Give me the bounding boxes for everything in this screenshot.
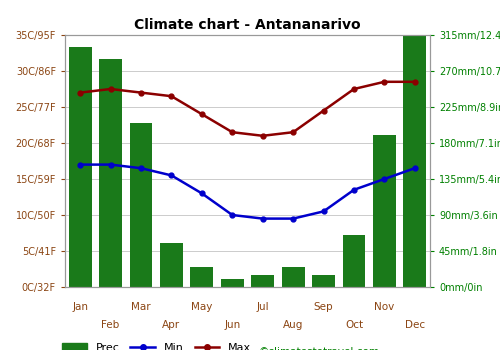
Bar bbox=[130, 123, 152, 287]
Bar bbox=[99, 59, 122, 287]
Text: Sep: Sep bbox=[314, 302, 334, 312]
Bar bbox=[282, 267, 304, 287]
Bar bbox=[312, 275, 335, 287]
Title: Climate chart - Antananarivo: Climate chart - Antananarivo bbox=[134, 19, 361, 33]
Bar bbox=[69, 47, 92, 287]
Bar bbox=[342, 235, 365, 287]
Text: Nov: Nov bbox=[374, 302, 394, 312]
Text: Feb: Feb bbox=[102, 320, 120, 330]
Bar bbox=[160, 243, 183, 287]
Bar bbox=[404, 31, 426, 287]
Text: Dec: Dec bbox=[404, 320, 425, 330]
Bar bbox=[373, 135, 396, 287]
Text: Aug: Aug bbox=[283, 320, 304, 330]
Text: Jul: Jul bbox=[256, 302, 269, 312]
Text: Jan: Jan bbox=[72, 302, 88, 312]
Text: Jun: Jun bbox=[224, 320, 240, 330]
Text: Oct: Oct bbox=[345, 320, 363, 330]
Text: May: May bbox=[191, 302, 212, 312]
Legend: Prec, Min, Max: Prec, Min, Max bbox=[58, 339, 256, 350]
Text: ©climatestotravel.com: ©climatestotravel.com bbox=[258, 348, 380, 350]
Bar bbox=[252, 275, 274, 287]
Bar bbox=[221, 279, 244, 287]
Text: Apr: Apr bbox=[162, 320, 180, 330]
Text: Mar: Mar bbox=[131, 302, 151, 312]
Bar bbox=[190, 267, 214, 287]
